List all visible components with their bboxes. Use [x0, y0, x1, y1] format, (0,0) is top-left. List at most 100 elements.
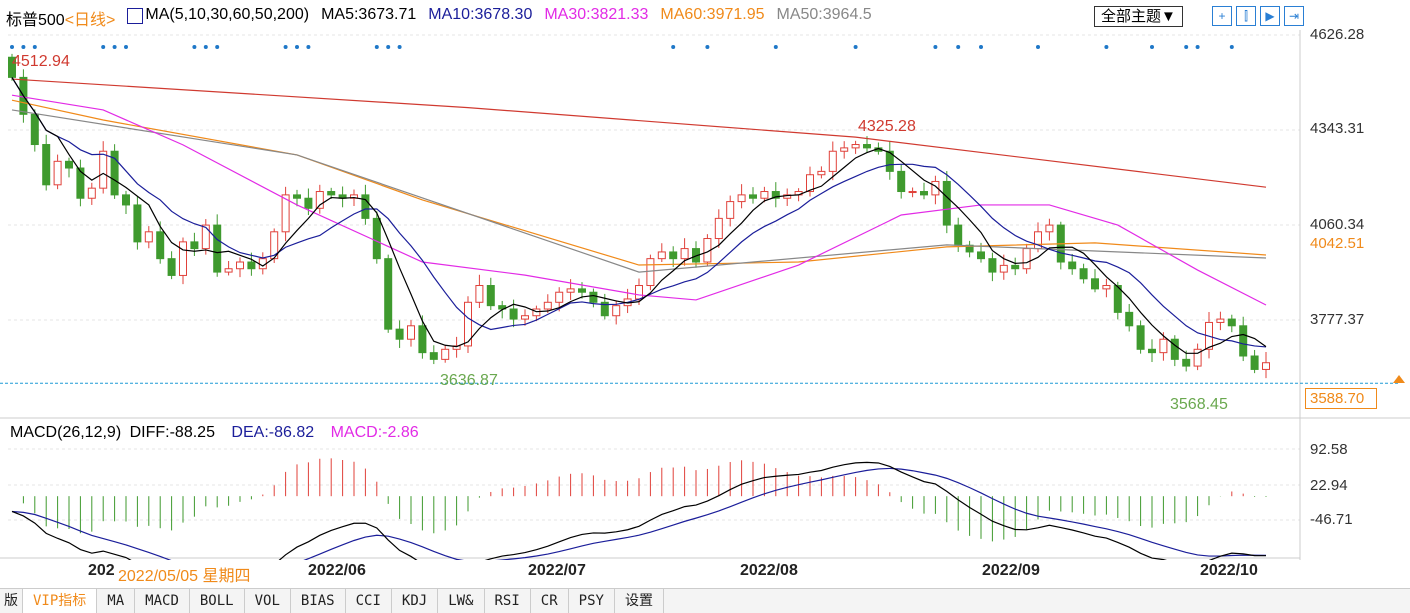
- candle-body: [1227, 318, 1236, 327]
- high-annotation: 4512.94: [12, 53, 70, 70]
- candle-body: [372, 217, 381, 260]
- candle-body: [863, 144, 871, 149]
- candle-body: [726, 201, 735, 219]
- dea-line: [11, 467, 1267, 560]
- candle-body: [543, 301, 552, 310]
- candle-body: [851, 144, 860, 149]
- indicator-tabs: 版 VIP指标 MA MACD BOLL VOL BIAS CCI KDJ LW& RSI CR PSY…: [0, 588, 1410, 613]
- interval-icon[interactable]: ⫿: [1236, 6, 1256, 26]
- candle-body: [612, 305, 621, 317]
- candle-body: [224, 268, 233, 273]
- tab-12[interactable]: PSY: [569, 589, 615, 613]
- tab-9[interactable]: LW&: [438, 589, 485, 613]
- ma50-value: MA50:3964.5: [776, 6, 872, 23]
- date-label: 2022/08: [740, 562, 798, 579]
- diff-value: DIFF:-88.25: [129, 424, 215, 441]
- signal-dot: [1195, 45, 1200, 49]
- tab-3[interactable]: MACD: [135, 589, 190, 613]
- candle-body: [293, 194, 301, 199]
- candle-body: [1216, 318, 1225, 323]
- ma60-value: MA60:3971.95: [660, 6, 765, 23]
- tab-8[interactable]: KDJ: [392, 589, 439, 613]
- candle-body: [714, 217, 723, 240]
- date-label: 2022/06: [308, 562, 366, 579]
- candle-body: [1193, 348, 1202, 367]
- candle-body: [1136, 325, 1145, 350]
- candle-body: [1148, 348, 1156, 354]
- candle-body: [680, 248, 689, 260]
- tab-1[interactable]: VIP指标: [23, 589, 98, 613]
- exit-icon[interactable]: ⇥: [1284, 6, 1304, 26]
- candle-body: [418, 325, 427, 354]
- signal-dot: [32, 45, 37, 49]
- tab-13[interactable]: 设置: [615, 589, 664, 613]
- candle-body: [384, 258, 393, 330]
- tab-11[interactable]: CR: [531, 589, 569, 613]
- date-label: 2022/10: [1200, 562, 1258, 579]
- candle-body: [1068, 261, 1077, 270]
- signal-dot: [773, 45, 778, 49]
- ma10-value: MA10:3678.30: [428, 6, 533, 23]
- candle-body: [669, 251, 678, 260]
- candle-body: [110, 150, 119, 196]
- tab-0[interactable]: 版: [0, 589, 23, 613]
- ma-params: MA(5,10,30,60,50,200): [145, 6, 310, 23]
- signal-dot: [21, 45, 26, 49]
- candle-body: [521, 315, 529, 320]
- candle-body: [635, 285, 643, 300]
- candle-body: [1022, 248, 1031, 270]
- ma10-line: [11, 77, 1267, 348]
- signal-dot: [124, 45, 128, 49]
- candle-body: [1125, 311, 1134, 327]
- play-icon[interactable]: ▶: [1260, 6, 1280, 26]
- ma-icon[interactable]: [127, 8, 144, 24]
- candle-body: [99, 150, 108, 189]
- candle-body: [281, 194, 290, 233]
- candle-body: [532, 308, 541, 317]
- candle-body: [76, 167, 85, 199]
- signal-dot: [1184, 45, 1189, 49]
- peak-annotation: 4325.28: [858, 118, 916, 135]
- period-selector[interactable]: <日线>: [64, 12, 116, 29]
- low-annotation: 3636.87: [440, 372, 498, 389]
- candle-body: [1079, 268, 1088, 280]
- chart-header: 标普500 <日线> MA(5,10,30,60,50,200) MA5:367…: [6, 6, 884, 30]
- candle-body: [1091, 278, 1099, 290]
- tab-2[interactable]: MA: [97, 589, 136, 613]
- candle-body: [646, 258, 655, 287]
- candlestick-chart[interactable]: [0, 0, 1410, 560]
- candle-body: [828, 150, 837, 172]
- tab-5[interactable]: VOL: [245, 589, 291, 613]
- dea-value: DEA:-86.82: [231, 424, 315, 441]
- crosshair-icon[interactable]: +: [1212, 6, 1232, 26]
- ma200-line: [11, 78, 1267, 188]
- tab-4[interactable]: BOLL: [190, 589, 245, 613]
- index-name[interactable]: 标普500: [6, 12, 65, 29]
- candle-body: [1011, 264, 1020, 270]
- candle-body: [1102, 285, 1111, 290]
- candle-body: [920, 191, 928, 196]
- ma30-value: MA30:3821.33: [544, 6, 649, 23]
- signal-dot: [192, 45, 197, 49]
- ma30-line: [11, 94, 1267, 306]
- tab-10[interactable]: RSI: [485, 589, 531, 613]
- tab-6[interactable]: BIAS: [291, 589, 346, 613]
- tab-7[interactable]: CCI: [346, 589, 392, 613]
- candle-body: [840, 147, 849, 152]
- candle-body: [942, 180, 951, 226]
- signal-dot: [1104, 45, 1109, 49]
- candle-body: [327, 191, 336, 196]
- ma60-line: [11, 99, 1267, 266]
- candle-body: [566, 288, 575, 293]
- signal-dot: [705, 45, 710, 49]
- date-label: 202: [88, 562, 115, 579]
- candle-body: [999, 264, 1008, 273]
- signal-dot: [203, 45, 208, 49]
- candle-body: [589, 291, 598, 303]
- signal-dot: [283, 45, 288, 49]
- theme-dropdown[interactable]: 全部主题▼: [1094, 6, 1183, 27]
- signal-dot: [215, 45, 220, 49]
- candle-body: [30, 113, 39, 146]
- candle-body: [749, 194, 757, 199]
- candle-body: [53, 160, 62, 186]
